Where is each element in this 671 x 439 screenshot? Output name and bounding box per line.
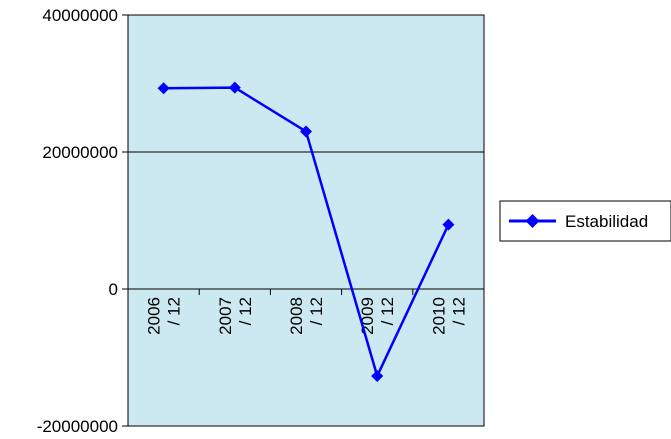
category-label-line: 2009: [358, 297, 377, 335]
category-label-line: 2008: [287, 297, 306, 335]
data-point-marker: [228, 81, 241, 94]
category-label: 2007/ 12: [216, 297, 255, 335]
category-label-line: / 12: [378, 297, 397, 325]
y-tick-label: 0: [109, 280, 118, 299]
category-label-line: / 12: [165, 297, 184, 325]
legend: Estabilidad: [499, 200, 671, 242]
y-tick-label: 20000000: [42, 143, 118, 162]
y-tick-label: 40000000: [42, 6, 118, 25]
category-label-line: / 12: [449, 297, 468, 325]
category-label-line: 2010: [429, 297, 448, 335]
data-point-marker: [442, 218, 455, 231]
category-label: 2008/ 12: [287, 297, 326, 335]
category-label-line: 2007: [216, 297, 235, 335]
series-estabilidad: [157, 81, 455, 382]
plot-area: [127, 14, 485, 427]
y-axis: -20000000 0 20000000 40000000: [37, 6, 128, 436]
data-point-marker: [300, 125, 312, 138]
category-label-line: / 12: [236, 297, 255, 325]
category-label-line: / 12: [307, 297, 326, 325]
category-label-line: 2006: [145, 297, 164, 335]
category-label: 2010/ 12: [429, 297, 468, 335]
data-point-marker: [157, 82, 170, 95]
category-label: 2006/ 12: [145, 297, 184, 335]
data-point-marker: [371, 369, 384, 382]
y-tick-label: -20000000: [37, 417, 118, 436]
x-axis: 2006/ 12 2007/ 12 2008/ 12 2009/ 12 2010/ 12: [127, 288, 485, 335]
legend-label: Estabilidad: [565, 212, 648, 231]
legend-marker-swatch: [525, 214, 540, 228]
